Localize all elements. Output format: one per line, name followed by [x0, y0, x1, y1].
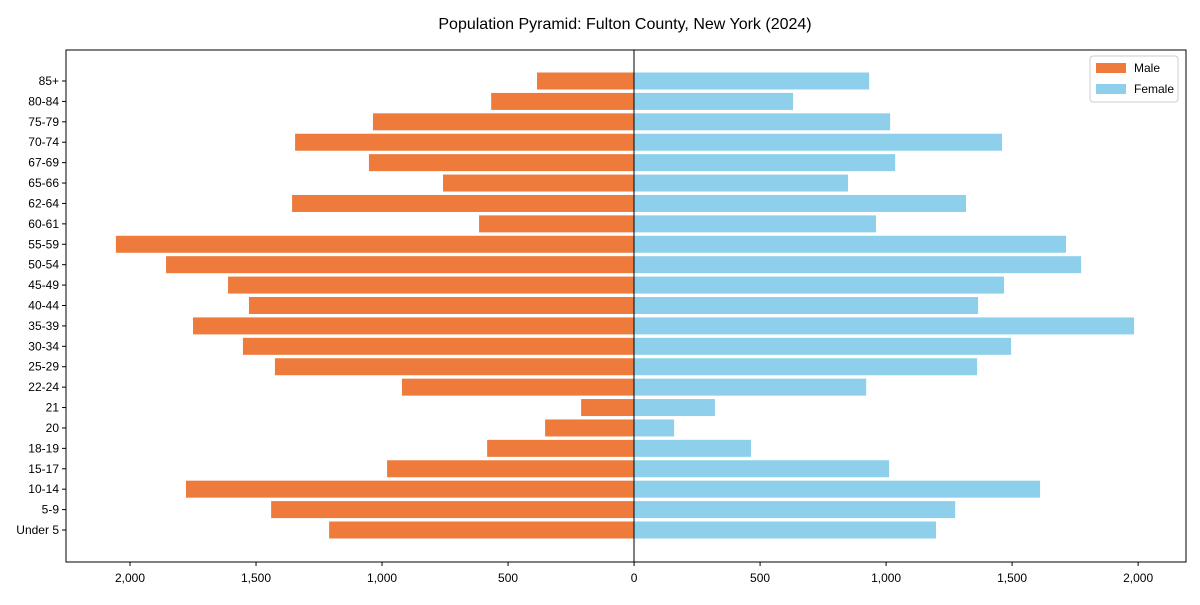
bar-female-67-69	[634, 154, 896, 172]
bar-male-10-14	[185, 480, 635, 498]
bar-female-70-74	[634, 133, 1003, 151]
legend-swatch-male	[1096, 63, 1126, 73]
bar-female-25-29	[634, 358, 978, 376]
bar-female-50-54	[634, 256, 1082, 274]
x-tick-label: 2,000	[1123, 571, 1153, 585]
y-tick-label: 45-49	[28, 278, 59, 292]
x-tick-label: 500	[498, 571, 518, 585]
bar-female-30-34	[634, 337, 1012, 355]
y-tick-label: 21	[46, 401, 60, 415]
bar-female-55-59	[634, 235, 1067, 253]
y-tick-label: 62-64	[28, 196, 59, 210]
bar-female-Under 5	[634, 521, 936, 539]
x-tick-label: 1,000	[367, 571, 397, 585]
y-tick-label: 40-44	[28, 299, 59, 313]
x-tick-label: 2,000	[115, 571, 145, 585]
bar-male-75-79	[372, 113, 635, 131]
bar-male-85+	[537, 72, 635, 90]
x-tick-label: 0	[631, 571, 638, 585]
bar-female-35-39	[634, 317, 1135, 335]
bar-female-15-17	[634, 460, 890, 478]
bar-male-21	[581, 399, 635, 417]
bar-male-25-29	[274, 358, 635, 376]
bar-male-45-49	[228, 276, 635, 294]
plot-frame	[65, 49, 1187, 563]
x-tick-label: 1,500	[997, 571, 1027, 585]
y-tick-label: 70-74	[28, 135, 59, 149]
y-tick-label: 30-34	[28, 339, 59, 353]
chart-title: Population Pyramid: Fulton County, New Y…	[438, 16, 811, 33]
bar-male-55-59	[115, 235, 635, 253]
bar-male-18-19	[487, 439, 635, 457]
bar-male-70-74	[295, 133, 635, 151]
bar-male-67-69	[368, 154, 635, 172]
bar-female-65-66	[634, 174, 849, 192]
bar-male-Under 5	[329, 521, 635, 539]
legend: Male Female	[1089, 55, 1179, 103]
y-tick-label: 10-14	[28, 482, 59, 496]
bar-female-60-61	[634, 215, 877, 233]
y-tick-label: 50-54	[28, 258, 59, 272]
legend-label-male: Male	[1134, 61, 1160, 75]
bar-male-20	[545, 419, 635, 437]
y-tick-label: 60-61	[28, 217, 59, 231]
y-tick-label: 55-59	[28, 237, 59, 251]
bar-female-62-64	[634, 194, 966, 212]
y-tick-label: 15-17	[28, 462, 59, 476]
bar-female-20	[634, 419, 675, 437]
bar-female-85+	[634, 72, 870, 90]
y-tick-label: 75-79	[28, 115, 59, 129]
bar-female-18-19	[634, 439, 752, 457]
bar-female-21	[634, 399, 715, 417]
y-tick-label: 20	[46, 421, 60, 435]
y-tick-label: 25-29	[28, 360, 59, 374]
bar-female-80-84	[634, 92, 794, 110]
bar-female-10-14	[634, 480, 1041, 498]
bar-male-62-64	[292, 194, 635, 212]
y-tick-label: 5-9	[42, 503, 60, 517]
y-tick-label: 80-84	[28, 94, 59, 108]
y-tick-label: 22-24	[28, 380, 59, 394]
bar-male-40-44	[248, 297, 635, 314]
bar-male-60-61	[479, 215, 635, 233]
bar-male-65-66	[443, 174, 635, 192]
bar-female-45-49	[634, 276, 1005, 294]
y-tick-label: 65-66	[28, 176, 59, 190]
bar-male-35-39	[193, 317, 635, 335]
x-tick-label: 1,500	[241, 571, 271, 585]
bar-male-22-24	[401, 378, 635, 396]
bar-male-80-84	[491, 92, 635, 110]
y-tick-label: 18-19	[28, 441, 59, 455]
legend-label-female: Female	[1134, 82, 1174, 96]
bar-male-30-34	[242, 337, 635, 355]
bar-male-50-54	[166, 256, 635, 274]
y-tick-label: 85+	[39, 74, 59, 88]
x-tick-label: 500	[750, 571, 770, 585]
y-tick-label: Under 5	[16, 523, 59, 537]
bar-male-15-17	[387, 460, 635, 478]
bar-female-40-44	[634, 297, 979, 314]
y-tick-label: 35-39	[28, 319, 59, 333]
bar-female-75-79	[634, 113, 891, 131]
legend-swatch-female	[1096, 84, 1126, 94]
x-tick-label: 1,000	[871, 571, 901, 585]
bar-male-5-9	[271, 501, 635, 519]
bar-female-5-9	[634, 501, 956, 519]
bar-female-22-24	[634, 378, 867, 396]
y-tick-label: 67-69	[28, 156, 59, 170]
